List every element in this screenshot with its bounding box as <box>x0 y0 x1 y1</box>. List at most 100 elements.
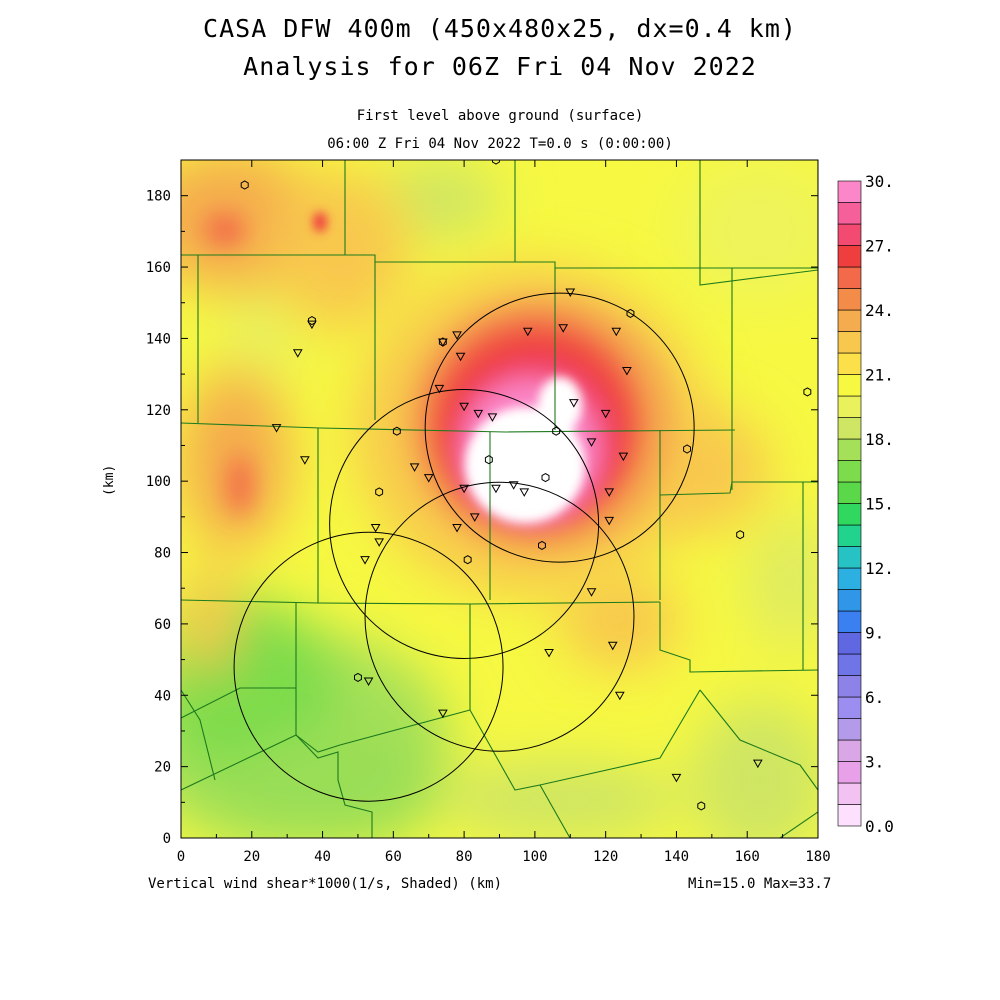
colorbar-swatch <box>837 417 862 440</box>
field-label: Vertical wind shear*1000(1/s, Shaded) (k… <box>148 876 503 892</box>
station-circle-marker <box>538 540 546 550</box>
x-tick-label: 180 <box>805 849 830 865</box>
station-triangle-marker <box>438 338 448 347</box>
station-circle-marker <box>552 426 561 436</box>
colorbar-swatch <box>837 245 862 268</box>
colorbar-label: 6. <box>865 688 884 707</box>
station-triangle-marker <box>459 402 469 412</box>
colorbar-swatch <box>837 460 862 483</box>
station-circle-marker <box>541 473 550 483</box>
colorbar-swatch <box>837 202 862 225</box>
page-title: CASA DFW 400m (450x480x25, dx=0.4 km) <box>203 14 797 43</box>
colorbar-swatch <box>837 804 862 827</box>
station-circle-marker <box>438 337 447 347</box>
station-circle-marker <box>803 387 812 397</box>
station-triangle-marker <box>508 481 519 490</box>
colorbar-swatch <box>837 653 862 676</box>
station-triangle-marker <box>522 327 533 337</box>
colorbar-label: 30. <box>865 172 894 191</box>
station-circle-marker <box>697 801 706 811</box>
station-circle-marker <box>683 444 691 454</box>
station-triangle-marker <box>299 456 310 465</box>
station-triangle-marker <box>307 320 317 330</box>
station-triangle-marker <box>614 691 625 701</box>
colorbar-label: 3. <box>865 753 884 772</box>
y-tick-label: 160 <box>146 260 171 276</box>
station-circle-marker <box>736 530 745 540</box>
station-triangle-marker <box>455 352 466 362</box>
y-tick-label: 180 <box>146 189 171 205</box>
station-triangle-marker <box>544 648 554 658</box>
x-tick-label: 40 <box>314 849 331 865</box>
station-triangle-marker <box>452 331 462 340</box>
radar-circle-1 <box>329 389 600 659</box>
colorbar: 0.0 3. 6. 9. 12. 15. 18. 21. 24. 27. 30. <box>837 172 894 836</box>
station-triangle-marker <box>487 413 498 422</box>
station-circle-marker <box>626 308 635 318</box>
y-tick-label: 60 <box>154 617 171 633</box>
station-triangle-marker <box>558 324 569 333</box>
colorbar-label: 0.0 <box>865 817 894 836</box>
x-tick-label: 0 <box>177 849 185 865</box>
station-triangle-marker <box>491 484 501 494</box>
colorbar-swatch <box>837 309 862 332</box>
station-triangle-marker <box>473 409 484 419</box>
colorbar-swatch <box>837 374 862 397</box>
colorbar-swatch <box>837 395 862 418</box>
station-triangle-marker <box>604 516 615 526</box>
colorbar-swatch <box>837 696 862 719</box>
station-triangle-marker <box>752 759 763 769</box>
station-triangle-marker <box>438 709 448 719</box>
colorbar-swatch <box>837 546 862 569</box>
colorbar-swatch <box>837 438 862 461</box>
station-triangle-marker <box>434 384 445 394</box>
station-triangle-marker <box>622 367 632 376</box>
station-markers <box>240 160 812 811</box>
colorbar-swatch <box>837 352 862 375</box>
x-tick-label: 100 <box>522 849 547 865</box>
colorbar-swatch <box>837 632 862 655</box>
colorbar-swatch <box>837 481 862 504</box>
x-tick-label: 120 <box>593 849 618 865</box>
station-circle-marker <box>492 160 500 165</box>
x-tick-label: 80 <box>456 849 473 865</box>
x-tick-label: 20 <box>243 849 260 865</box>
colorbar-swatch <box>837 739 862 762</box>
station-triangle-marker <box>292 349 303 358</box>
colorbar-label: 21. <box>865 366 894 385</box>
station-circle-marker <box>308 316 316 326</box>
radar-range-circles <box>233 292 695 802</box>
station-triangle-marker <box>452 524 462 533</box>
colorbar-swatch <box>837 589 862 612</box>
station-triangle-marker <box>618 452 629 462</box>
colorbar-swatch <box>837 266 862 289</box>
colorbar-swatch <box>837 524 862 547</box>
colorbar-label: 12. <box>865 559 894 578</box>
minmax-label: Min=15.0 Max=33.7 <box>688 876 832 892</box>
y-tick-label: 40 <box>154 688 171 704</box>
station-circle-marker <box>392 426 401 436</box>
colorbar-swatch <box>837 675 862 698</box>
station-triangle-marker <box>370 524 381 533</box>
colorbar-label: 18. <box>865 430 894 449</box>
colorbar-swatch <box>837 782 862 805</box>
station-triangle-marker <box>565 288 576 298</box>
colorbar-swatch <box>837 180 862 203</box>
radar-circle-2 <box>233 531 504 802</box>
station-triangle-marker <box>459 484 469 494</box>
colorbar-swatch <box>837 331 862 354</box>
station-triangle-marker <box>519 488 530 497</box>
station-circle-marker <box>354 672 362 682</box>
page-subtitle: Analysis for 06Z Fri 04 Nov 2022 <box>243 52 757 81</box>
station-triangle-marker <box>409 463 420 472</box>
colorbar-label: 9. <box>865 624 884 643</box>
colorbar-swatch <box>837 288 862 311</box>
colorbar-swatch <box>837 223 862 246</box>
station-triangle-marker <box>586 438 597 447</box>
station-triangle-marker <box>611 327 622 337</box>
station-triangle-marker <box>586 588 597 597</box>
station-triangle-marker <box>671 773 682 783</box>
x-axis: 0 20 40 60 80 100 120 140 160 180 <box>177 160 831 865</box>
radar-circle-0 <box>424 292 695 563</box>
